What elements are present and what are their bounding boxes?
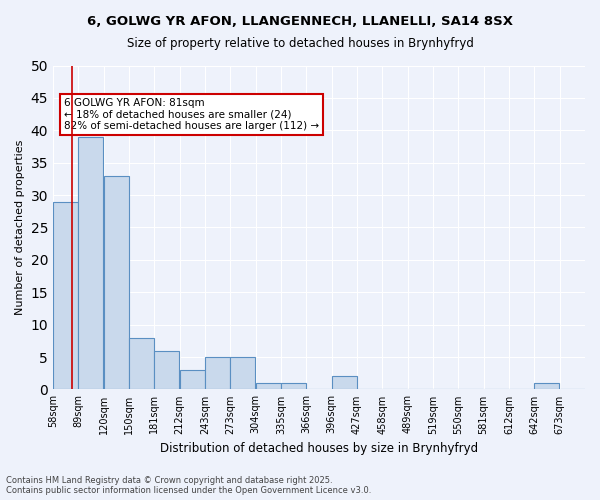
Text: 6, GOLWG YR AFON, LLANGENNECH, LLANELLI, SA14 8SX: 6, GOLWG YR AFON, LLANGENNECH, LLANELLI,… — [87, 15, 513, 28]
Text: Size of property relative to detached houses in Brynhyfryd: Size of property relative to detached ho… — [127, 38, 473, 51]
Bar — [129, 338, 154, 390]
Bar — [281, 383, 306, 390]
Bar — [332, 376, 356, 390]
Text: 6 GOLWG YR AFON: 81sqm
← 18% of detached houses are smaller (24)
82% of semi-det: 6 GOLWG YR AFON: 81sqm ← 18% of detached… — [64, 98, 319, 131]
Bar — [104, 176, 128, 390]
Bar — [154, 350, 179, 390]
Bar — [205, 357, 230, 390]
Y-axis label: Number of detached properties: Number of detached properties — [15, 140, 25, 315]
Bar — [79, 137, 103, 390]
Text: Contains HM Land Registry data © Crown copyright and database right 2025.
Contai: Contains HM Land Registry data © Crown c… — [6, 476, 371, 495]
X-axis label: Distribution of detached houses by size in Brynhyfryd: Distribution of detached houses by size … — [160, 442, 478, 455]
Bar — [53, 202, 78, 390]
Bar — [535, 383, 559, 390]
Bar — [256, 383, 281, 390]
Bar — [230, 357, 255, 390]
Bar — [179, 370, 205, 390]
